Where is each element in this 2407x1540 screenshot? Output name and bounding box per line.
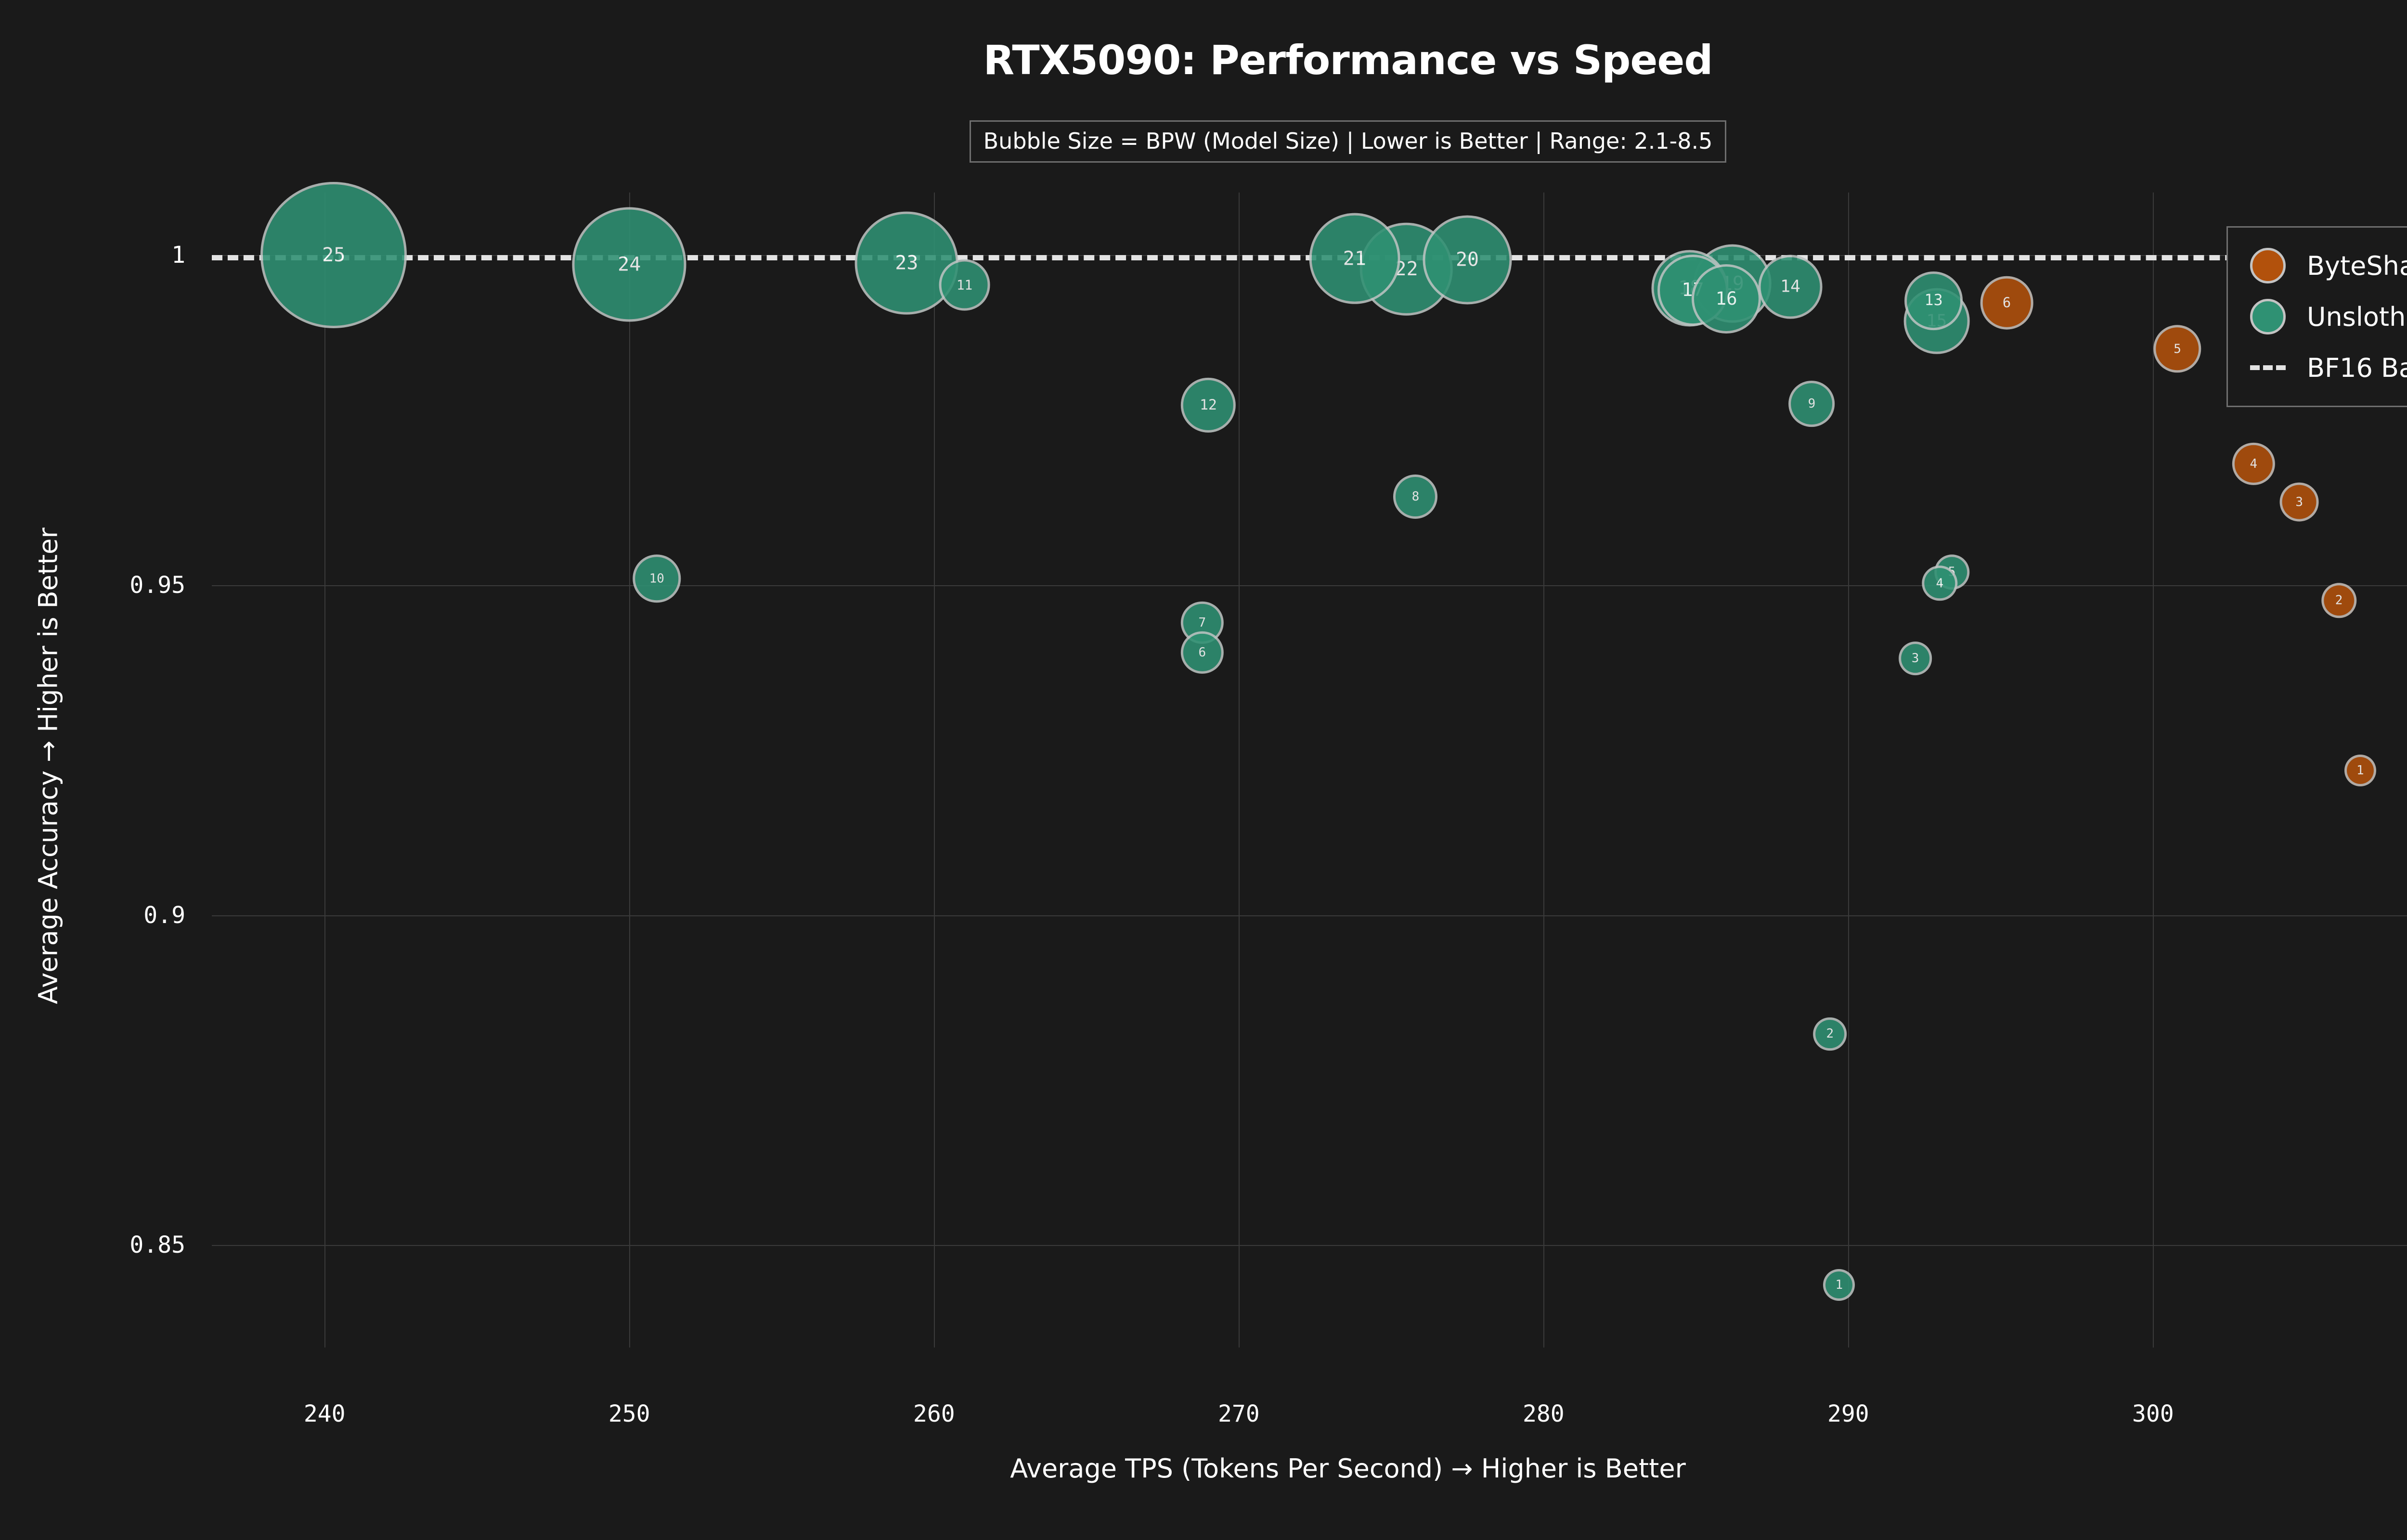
y-tick-label: 1 [171,242,185,269]
legend-item-label: Unsloth [2307,301,2406,332]
gridline-horizontal [212,915,2407,916]
bubble-byteshape-5[interactable]: 5 [2153,325,2201,373]
chart-legend: ByteShape Unsloth BF16 Baseline [2226,226,2407,407]
bubble-byteshape-4[interactable]: 4 [2232,442,2275,485]
legend-item-unsloth[interactable]: Unsloth [2228,291,2407,342]
circle-marker-icon [2250,248,2286,283]
gridline-vertical [1239,192,1240,1348]
gridline-vertical [934,192,935,1348]
bubble-unsloth-23[interactable]: 23 [854,211,958,315]
legend-item-byteshape[interactable]: ByteShape [2228,240,2407,291]
bubble-unsloth-10[interactable]: 10 [633,554,681,603]
chart-subtitle-container: Bubble Size = BPW (Model Size) | Lower i… [0,120,2407,163]
legend-item-bf16-baseline[interactable]: BF16 Baseline [2228,342,2407,393]
gridline-vertical [1543,192,1545,1348]
bubble-unsloth-6[interactable]: 6 [1181,631,1224,674]
bubble-unsloth-24[interactable]: 24 [572,207,686,322]
bubble-byteshape-2[interactable]: 2 [2321,582,2357,618]
y-tick-label: 0.9 [143,901,185,929]
x-tick-label: 260 [913,1400,955,1427]
bubble-unsloth-21[interactable]: 21 [1309,213,1400,304]
gridline-horizontal [212,585,2407,586]
x-tick-label: 270 [1217,1400,1260,1427]
bubble-unsloth-14[interactable]: 14 [1758,255,1823,319]
bubble-byteshape-3[interactable]: 3 [2279,482,2319,522]
gridline-horizontal [212,1245,2407,1246]
x-tick-label: 280 [1522,1400,1565,1427]
bubble-unsloth-9[interactable]: 9 [1788,380,1835,427]
x-tick-label: 300 [2132,1400,2174,1427]
gridline-vertical [1848,192,1850,1348]
bubble-unsloth-8[interactable]: 8 [1393,475,1438,519]
bubble-unsloth-2[interactable]: 2 [1813,1017,1847,1051]
bubble-unsloth-12[interactable]: 12 [1180,377,1236,433]
y-tick-label: 0.95 [129,572,185,599]
gridline-vertical [324,192,326,1348]
bubble-unsloth-25[interactable]: 25 [260,182,407,329]
x-tick-label: 290 [1827,1400,1869,1427]
plot-area: 2524232221201918171615141312611105987643… [212,182,2407,1348]
y-axis-label: Average Accuracy → Higher is Better [33,527,64,1004]
chart-title: RTX5090: Performance vs Speed [983,37,1713,84]
bubble-unsloth-1[interactable]: 1 [1823,1269,1855,1301]
legend-item-label: ByteShape [2307,250,2407,281]
dashed-line-icon [2250,365,2286,370]
bubble-unsloth-16[interactable]: 16 [1692,264,1761,334]
chart-subtitle: Bubble Size = BPW (Model Size) | Lower i… [969,120,1727,163]
circle-marker-icon [2250,299,2286,334]
bubble-unsloth-13[interactable]: 13 [1904,271,1963,330]
bubble-unsloth-20[interactable]: 20 [1423,215,1512,305]
x-tick-label: 250 [608,1400,650,1427]
y-tick-label: 0.85 [129,1232,185,1259]
bubble-unsloth-3[interactable]: 3 [1898,642,1932,676]
bubble-byteshape-6[interactable]: 6 [1980,276,2033,330]
bubble-unsloth-4[interactable]: 4 [1922,565,1957,601]
legend-item-label: BF16 Baseline [2307,352,2407,383]
gridline-vertical [2153,192,2154,1348]
gridline-vertical [629,192,631,1348]
bubble-unsloth-11[interactable]: 11 [939,259,991,311]
x-axis-label: Average TPS (Tokens Per Second) → Higher… [1010,1453,1686,1484]
x-tick-label: 240 [303,1400,346,1427]
bubble-byteshape-1[interactable]: 1 [2344,755,2376,787]
